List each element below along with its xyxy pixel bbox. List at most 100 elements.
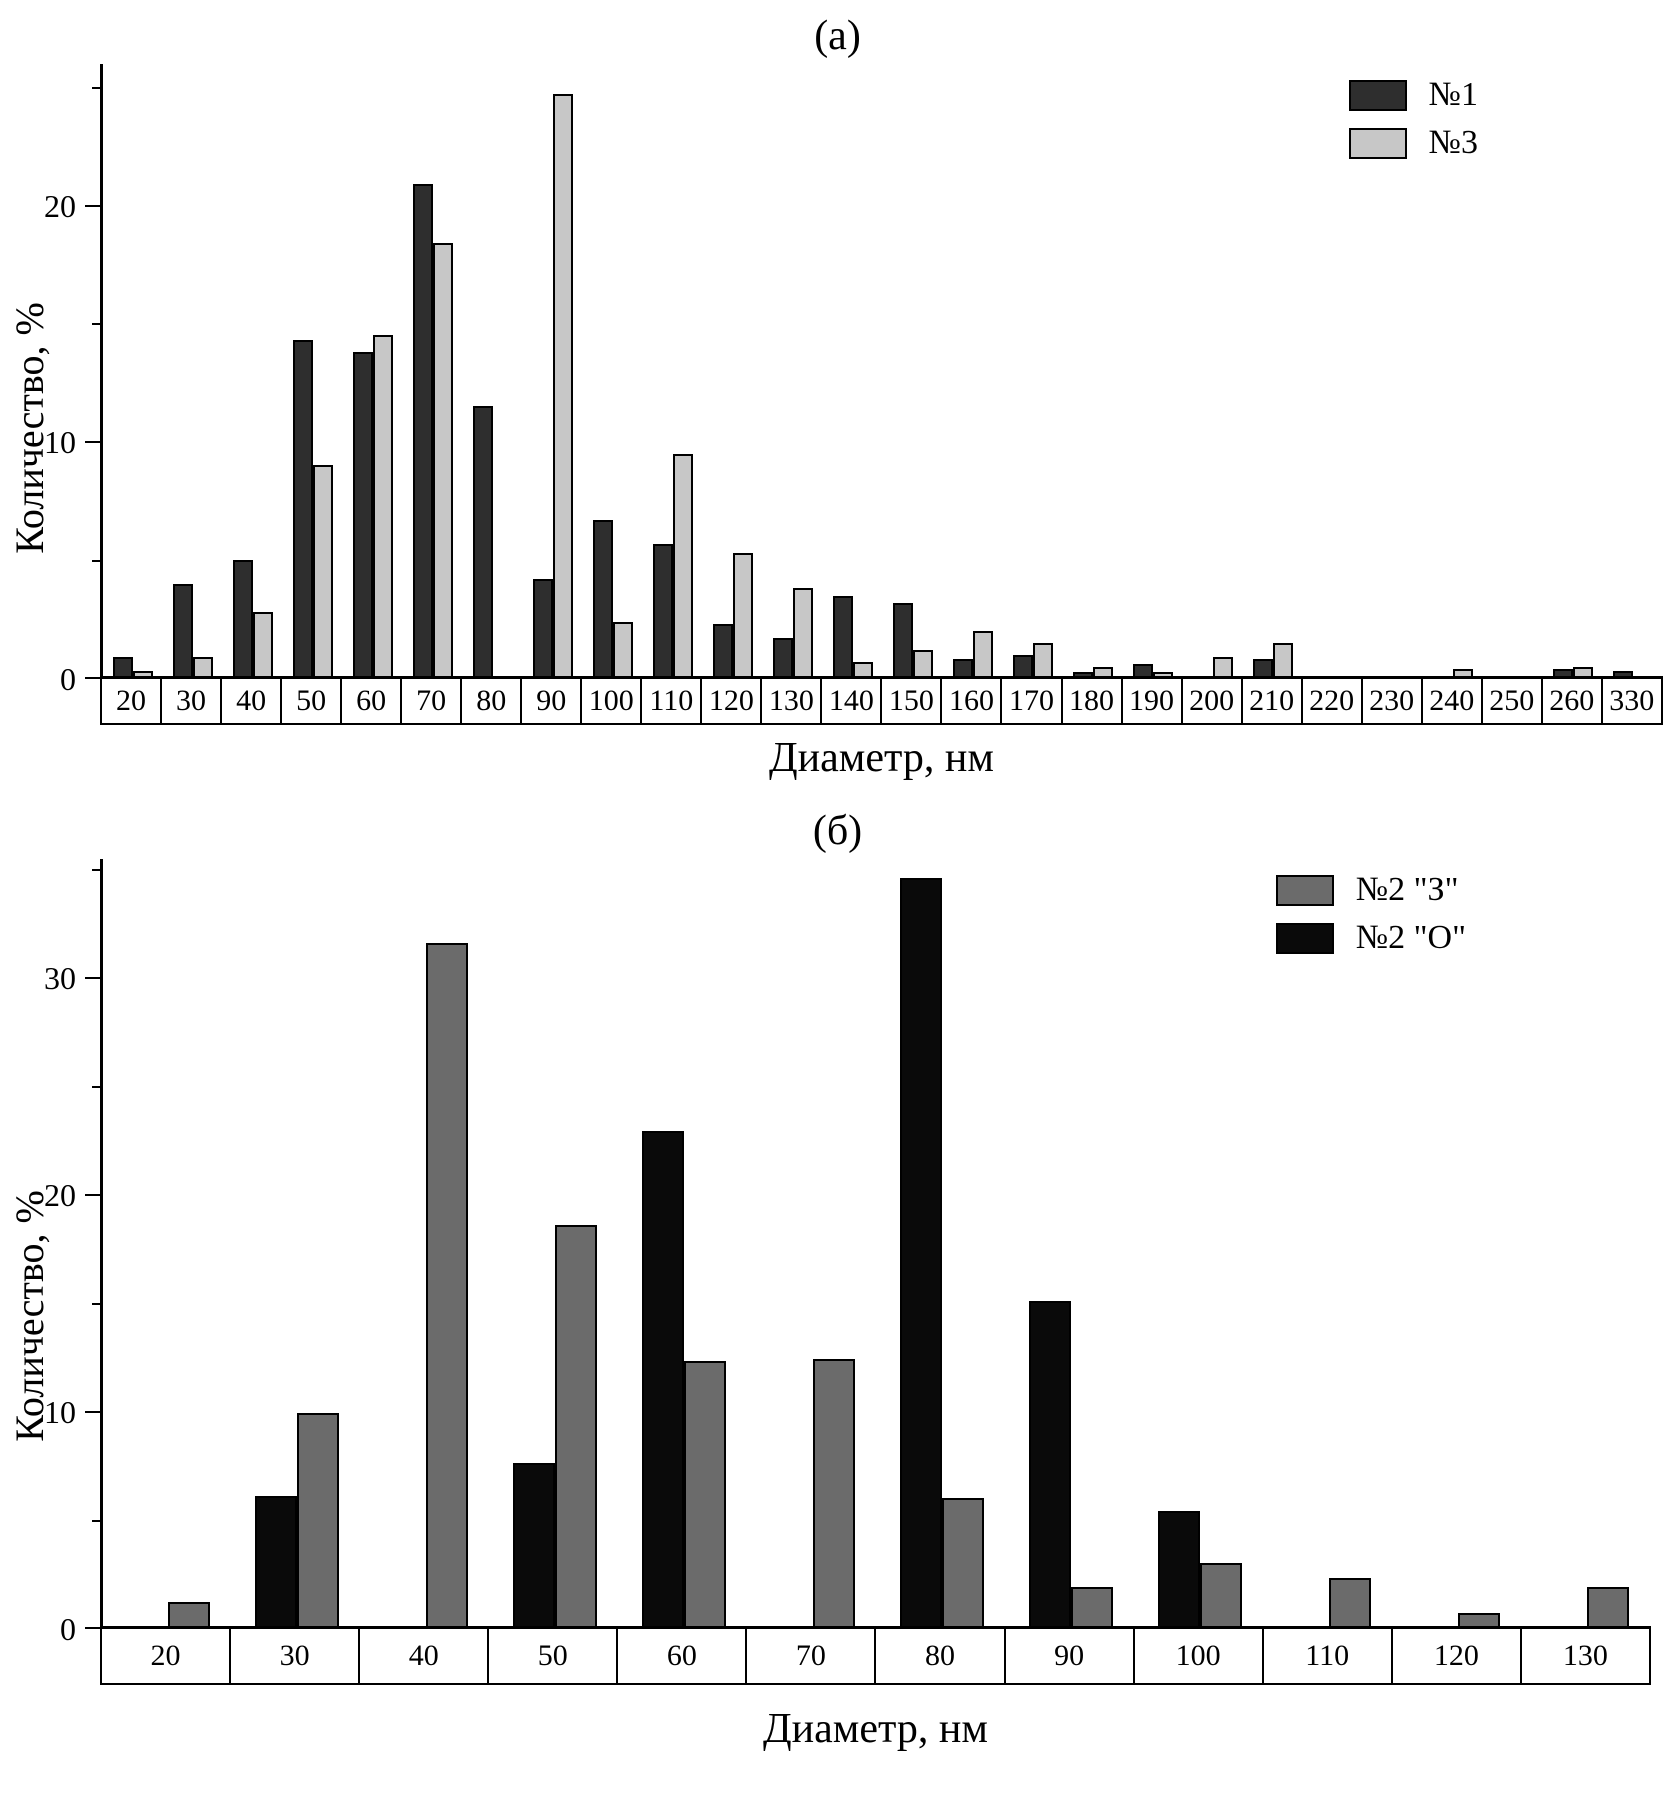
category-group-60	[619, 859, 748, 1626]
bar-№1-90	[533, 579, 553, 676]
category-group-30	[232, 859, 361, 1626]
legend: №1 №3	[1348, 76, 1478, 162]
legend-entry: №1	[1348, 76, 1478, 114]
category-group-180	[1063, 64, 1123, 676]
x-category-label-70: 70	[400, 679, 460, 723]
bar-№1-50	[293, 340, 313, 676]
bar-№1-70	[413, 184, 433, 676]
bar-№1-330	[1613, 671, 1633, 676]
y-axis-minor-tick	[92, 323, 100, 326]
y-axis-tick-label: 0	[60, 661, 76, 697]
category-group-110	[643, 64, 703, 676]
bar-№2 "О"-100	[1157, 1511, 1200, 1626]
category-group-150	[883, 64, 943, 676]
legend-label: №1	[1428, 76, 1478, 113]
x-category-label-140: 140	[820, 679, 880, 723]
legend-swatch	[1348, 79, 1407, 111]
y-axis-minor-tick	[92, 1519, 100, 1522]
x-category-label-200: 200	[1180, 679, 1241, 723]
x-category-label-230: 230	[1360, 679, 1421, 723]
y-axis-minor-tick	[92, 1085, 100, 1088]
bar-№2 "З"-50	[554, 1224, 597, 1626]
x-category-label-20: 20	[150, 1639, 181, 1672]
y-axis-tick	[85, 677, 100, 679]
bar-№2 "З"-60	[683, 1361, 726, 1626]
x-category-label-120: 120	[1390, 1629, 1520, 1683]
y-axis-tick-label: 10	[44, 424, 76, 461]
y-axis-tick	[85, 441, 100, 444]
x-category-label-130: 130	[760, 679, 820, 723]
x-category-label-80: 80	[460, 679, 520, 723]
y-axis-tick-label: 20	[44, 187, 76, 224]
bar-№1-140	[833, 595, 853, 676]
x-axis-category-boxes: 20 30 40 50 60 70 80 90 100 110 120 130	[100, 1629, 1651, 1685]
y-axis-tick-label: 10	[44, 1394, 76, 1431]
bar-№1-60	[353, 351, 373, 676]
bar-№1-30	[173, 583, 193, 676]
x-category-label-70: 70	[745, 1629, 874, 1683]
bar-№2 "О"-90	[1028, 1300, 1071, 1626]
category-group-240	[1423, 64, 1483, 676]
plot-area	[100, 859, 1651, 1629]
category-group-60	[343, 64, 403, 676]
x-category-label-60: 60	[340, 679, 400, 723]
x-category-label-100: 100	[580, 679, 640, 723]
bar-№2 "З"-40	[425, 942, 468, 1626]
legend-entry: №2 "О"	[1275, 919, 1466, 957]
chart-b-body: Количество, % №2 "З" №2 "О" 0 10 20 30 20 30 4…	[0, 859, 1675, 1773]
bar-№3-120	[733, 553, 753, 676]
bar-№1-80	[473, 406, 493, 676]
bar-№1-100	[593, 519, 613, 676]
x-category-label-110: 110	[640, 679, 700, 723]
legend-swatch	[1275, 874, 1334, 906]
bar-№1-260	[1553, 668, 1573, 676]
x-category-label-120: 120	[700, 679, 760, 723]
bar-№1-40	[233, 560, 253, 676]
bar-№3-180	[1093, 666, 1113, 676]
bar-№3-210	[1273, 642, 1293, 676]
y-axis-tick-label: 20	[44, 1177, 76, 1214]
x-category-label-250: 250	[1480, 679, 1541, 723]
bar-№3-240	[1453, 668, 1473, 676]
bar-№3-200	[1213, 657, 1233, 676]
y-axis-tick	[85, 1194, 100, 1197]
x-category-label-240: 240	[1420, 679, 1481, 723]
x-category-label-40: 40	[358, 1629, 487, 1683]
bar-№3-150	[913, 649, 933, 676]
legend: №2 "З" №2 "О"	[1275, 871, 1466, 957]
x-category-label-50: 50	[487, 1629, 616, 1683]
x-category-label-110: 110	[1261, 1629, 1391, 1683]
bar-№2 "О"-80	[899, 877, 942, 1626]
y-axis-minor-tick	[92, 86, 100, 89]
legend-entry: №3	[1348, 124, 1478, 162]
bar-№2 "З"-70	[812, 1359, 855, 1626]
legend-swatch	[1275, 922, 1334, 954]
bar-№3-90	[553, 94, 573, 676]
category-group-120	[703, 64, 763, 676]
y-axis-tick	[85, 204, 100, 207]
chart-b: (б) Количество, % №2 "З" №2 "О" 0 10 20 30 2…	[0, 791, 1675, 1773]
category-group-20	[103, 859, 232, 1626]
x-category-label-180: 180	[1060, 679, 1121, 723]
category-group-50	[490, 859, 619, 1626]
bar-№1-160	[953, 659, 973, 676]
bar-№1-180	[1073, 672, 1093, 676]
y-axis-minor-tick	[92, 1302, 100, 1305]
bar-№1-20	[113, 657, 133, 676]
bar-№3-20	[133, 671, 153, 676]
x-category-label-210: 210	[1240, 679, 1301, 723]
category-group-210	[1243, 64, 1303, 676]
x-category-label-150: 150	[880, 679, 940, 723]
bar-№2 "З"-90	[1070, 1586, 1113, 1626]
x-category-label-80: 80	[874, 1629, 1003, 1683]
y-axis-tick-label: 30	[44, 960, 76, 997]
category-group-100	[583, 64, 643, 676]
bar-№1-150	[893, 602, 913, 676]
category-group-160	[943, 64, 1003, 676]
x-category-label-40: 40	[220, 679, 280, 723]
legend-label: №2 "З"	[1355, 871, 1459, 908]
x-category-label-50: 50	[280, 679, 340, 723]
x-category-label-160: 160	[940, 679, 1000, 723]
category-group-120	[1393, 859, 1522, 1626]
category-group-130	[1522, 859, 1651, 1626]
